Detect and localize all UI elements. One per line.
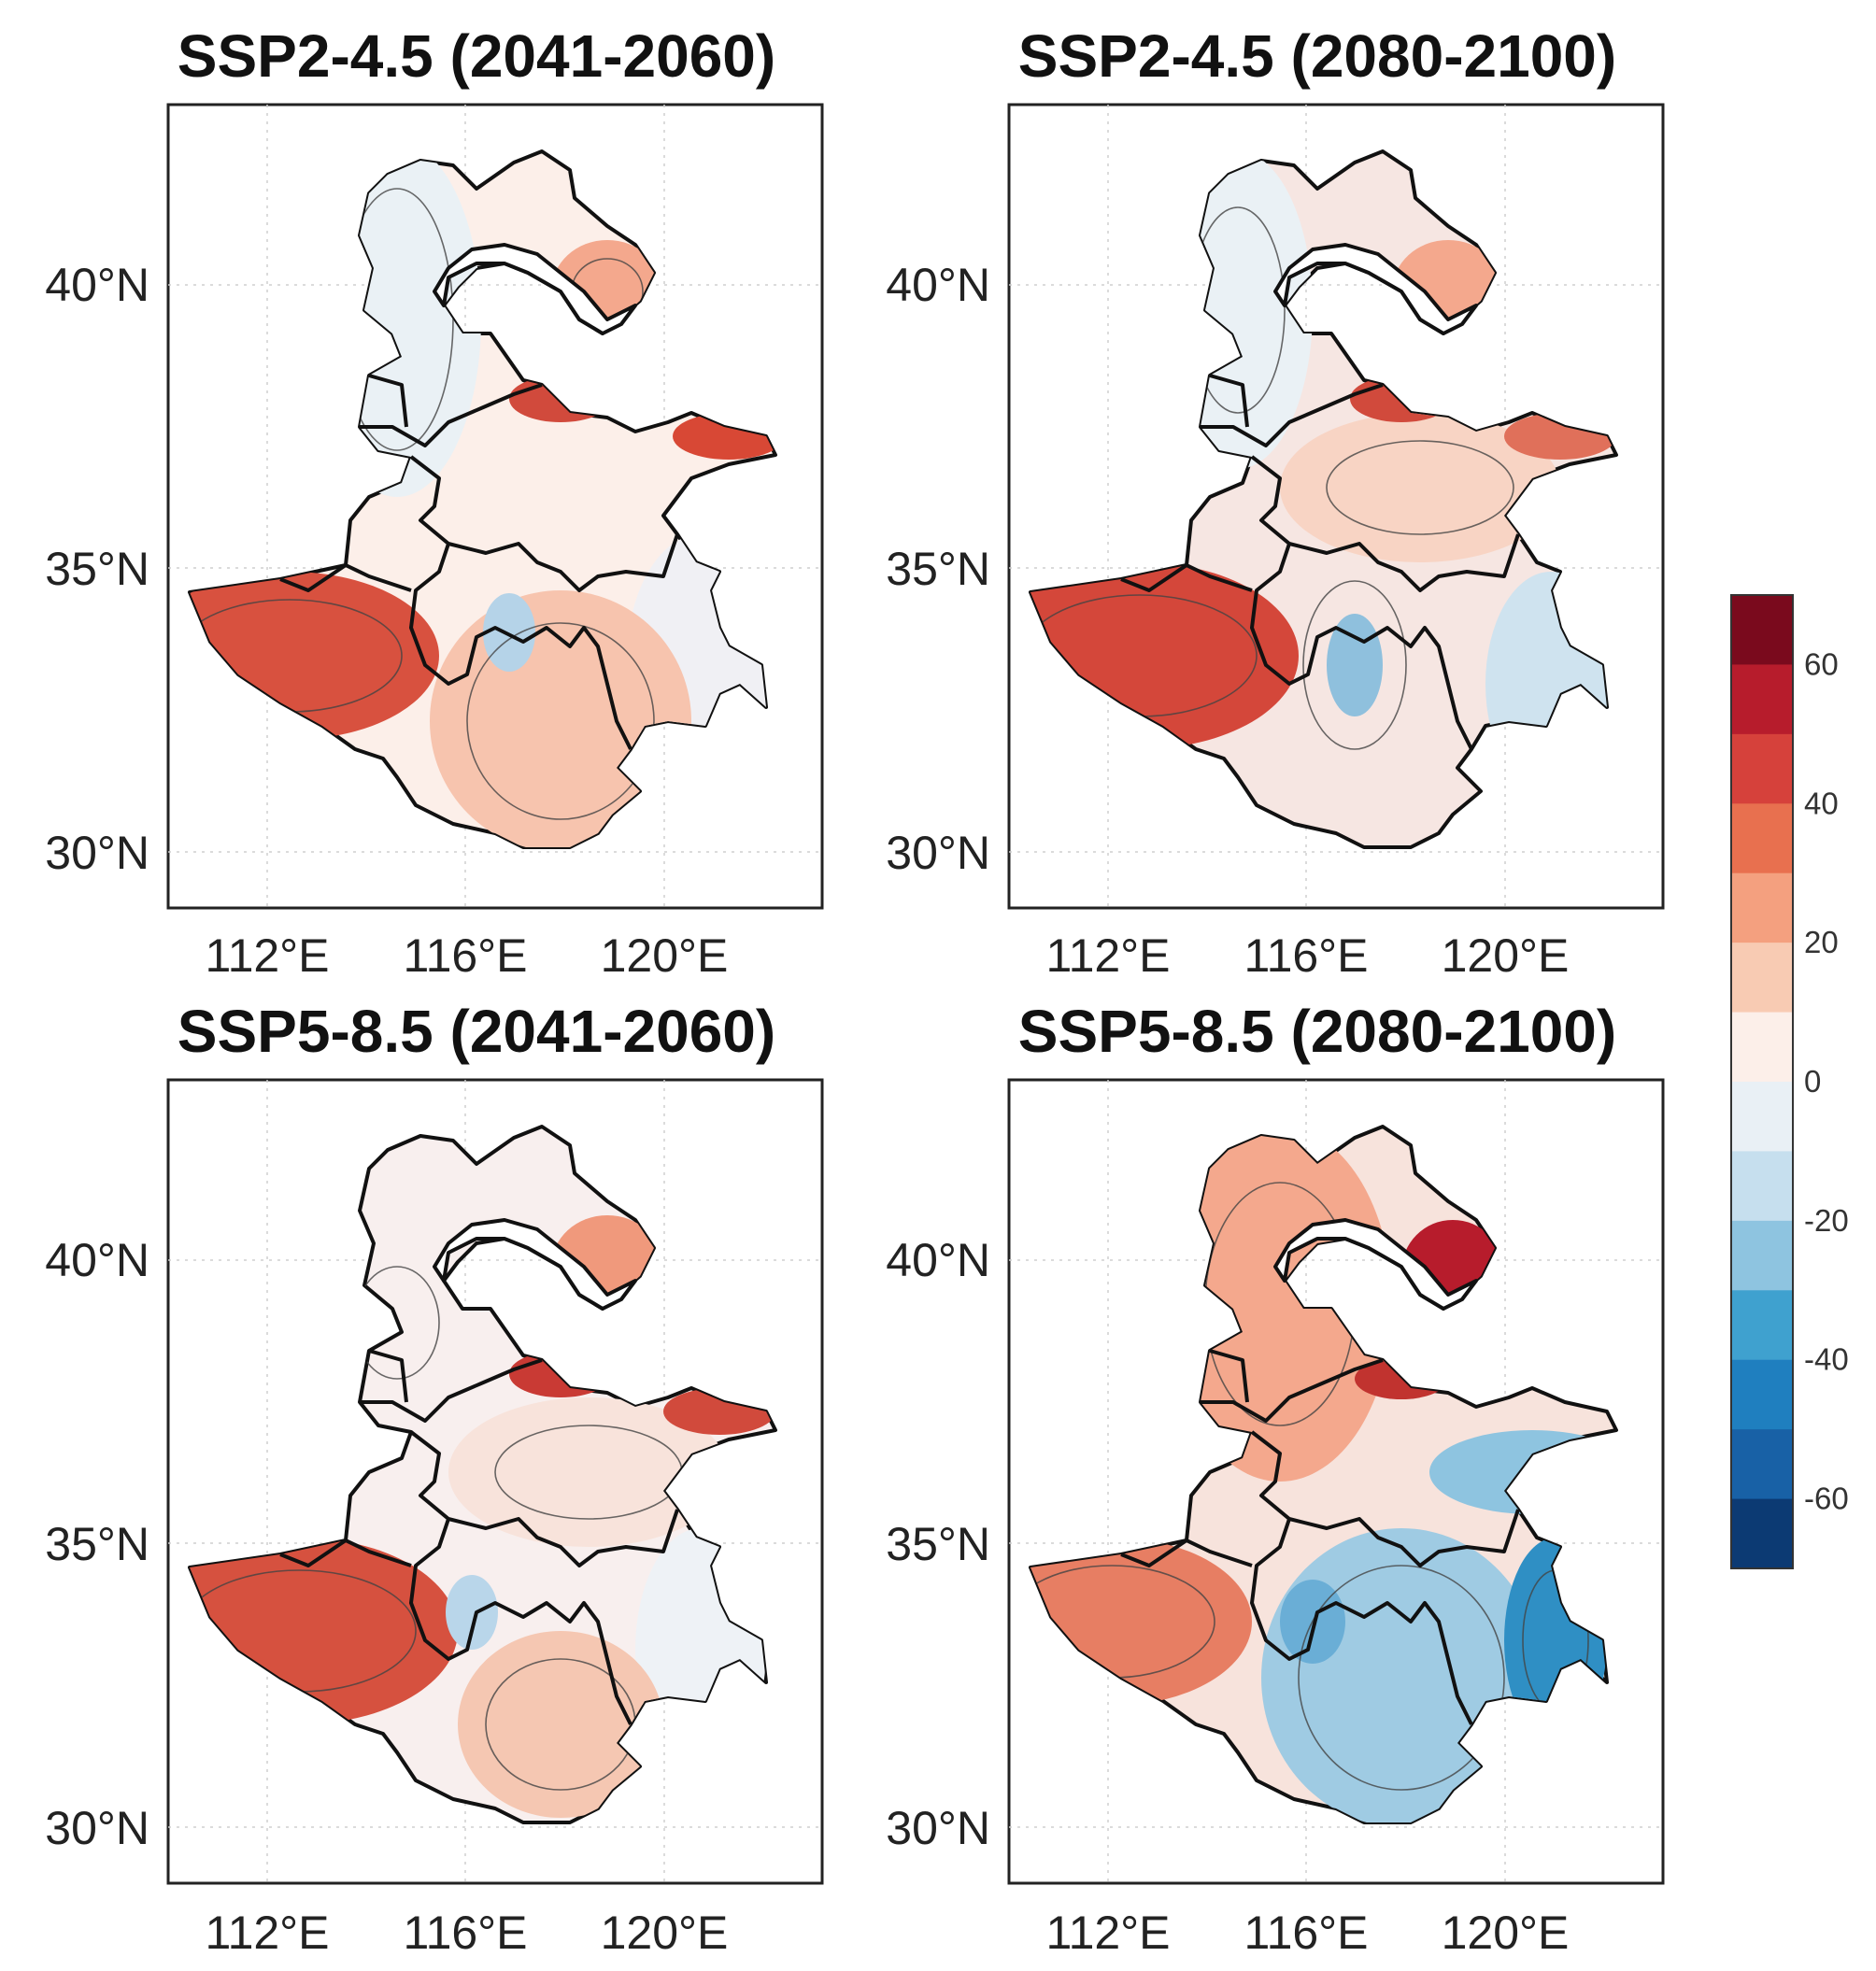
panel-3-y-tick-30: 30°N — [45, 1802, 149, 1854]
panel-3-y-tick-40: 40°N — [45, 1234, 149, 1286]
colorbar-band-6 — [1731, 943, 1793, 1014]
panel-2-x-tick-120: 120°E — [1442, 929, 1570, 982]
colorbar-tick-label: -60 — [1804, 1482, 1849, 1516]
panel-1-y-tick-30: 30°N — [45, 827, 149, 879]
colorbar-tick-label: 20 — [1804, 925, 1839, 959]
colorbar-band-11 — [1731, 1290, 1793, 1361]
map-panel-3: SSP5-8.5 (2041-2060) — [45, 998, 824, 1959]
colorbar-frame — [1730, 594, 1794, 1569]
colorbar-band-9 — [1731, 1151, 1793, 1222]
panel-4-title: SSP5-8.5 (2080-2100) — [1018, 998, 1616, 1065]
panel-2-y-tick-40: 40°N — [886, 259, 990, 311]
panel-4-y-tick-35: 35°N — [886, 1518, 990, 1570]
panel-2-x-tick-116: 116°E — [1244, 929, 1368, 982]
panel-3-y-tick-35: 35°N — [45, 1518, 149, 1570]
colorbar-band-14 — [1731, 1498, 1793, 1569]
panel-4-field — [1029, 1125, 1618, 1824]
panel-1-y-tick-40: 40°N — [45, 259, 149, 311]
map-panel-4: SSP5-8.5 (2080-2100) — [886, 998, 1665, 1959]
panel-1-x-tick-112: 112°E — [205, 929, 329, 982]
panel-3-zone-cool-spot — [446, 1575, 498, 1650]
colorbar-band-5 — [1731, 872, 1793, 943]
panel-4-zone-west-strip — [1168, 1127, 1392, 1482]
colorbar-labels: 60 40 20 0 -20 -40 -60 — [1804, 646, 1849, 1515]
panel-1-title: SSP2-4.5 (2041-2060) — [178, 22, 775, 90]
panel-1-x-tick-116: 116°E — [403, 929, 527, 982]
colorbar-tick-label: 40 — [1804, 786, 1839, 820]
colorbar-tick-label: 60 — [1804, 646, 1839, 681]
colorbar-tick-label: -40 — [1804, 1342, 1849, 1377]
panel-1-zone-cool-spot — [483, 593, 535, 672]
panel-1-y-axis: 40°N 35°N 30°N — [45, 259, 149, 879]
panel-3-title: SSP5-8.5 (2041-2060) — [178, 998, 775, 1065]
panel-3-x-tick-112: 112°E — [205, 1907, 329, 1959]
colorbar-bands — [1731, 595, 1793, 1569]
panel-4-x-tick-112: 112°E — [1045, 1907, 1170, 1959]
panel-2-y-axis: 40°N 35°N 30°N — [886, 259, 990, 879]
panel-1-x-tick-120: 120°E — [601, 929, 729, 982]
panel-2-y-tick-30: 30°N — [886, 827, 990, 879]
colorbar-band-12 — [1731, 1359, 1793, 1430]
colorbar-band-13 — [1731, 1429, 1793, 1500]
panel-2-title: SSP2-4.5 (2080-2100) — [1018, 22, 1616, 90]
colorbar-band-4 — [1731, 803, 1793, 874]
panel-4-x-tick-116: 116°E — [1244, 1907, 1368, 1959]
panel-4-x-axis: 112°E 116°E 120°E — [1045, 1907, 1569, 1959]
panel-4-y-tick-30: 30°N — [886, 1802, 990, 1854]
panel-2-x-tick-112: 112°E — [1045, 929, 1170, 982]
panel-3-x-tick-120: 120°E — [601, 1907, 729, 1959]
colorbar: 60 40 20 0 -20 -40 -60 — [1730, 594, 1849, 1569]
panel-2-y-tick-35: 35°N — [886, 543, 990, 595]
colorbar-band-2 — [1731, 664, 1793, 735]
colorbar-band-7 — [1731, 1012, 1793, 1083]
panel-3-x-axis: 112°E 116°E 120°E — [205, 1907, 728, 1959]
panel-4-y-tick-40: 40°N — [886, 1234, 990, 1286]
panel-1-x-axis: 112°E 116°E 120°E — [205, 929, 728, 982]
panel-2-zone-central — [1280, 413, 1560, 562]
panel-2-x-axis: 112°E 116°E 120°E — [1045, 929, 1569, 982]
panel-3-y-axis: 40°N 35°N 30°N — [45, 1234, 149, 1854]
colorbar-band-8 — [1731, 1082, 1793, 1153]
colorbar-band-10 — [1731, 1220, 1793, 1291]
colorbar-band-3 — [1731, 733, 1793, 804]
map-panel-1: SSP2-4.5 (2041-2060) — [45, 22, 824, 982]
colorbar-tick-label: -20 — [1804, 1203, 1849, 1238]
colorbar-band-1 — [1731, 595, 1793, 666]
colorbar-tick-label: 0 — [1804, 1064, 1821, 1099]
map-panel-2: SSP2-4.5 (2080-2100) — [886, 22, 1665, 982]
panel-3-zone-central — [448, 1397, 729, 1547]
panel-1-y-tick-35: 35°N — [45, 543, 149, 595]
panel-4-y-axis: 40°N 35°N 30°N — [886, 1234, 990, 1854]
panel-3-x-tick-116: 116°E — [403, 1907, 527, 1959]
panel-4-x-tick-120: 120°E — [1442, 1907, 1570, 1959]
